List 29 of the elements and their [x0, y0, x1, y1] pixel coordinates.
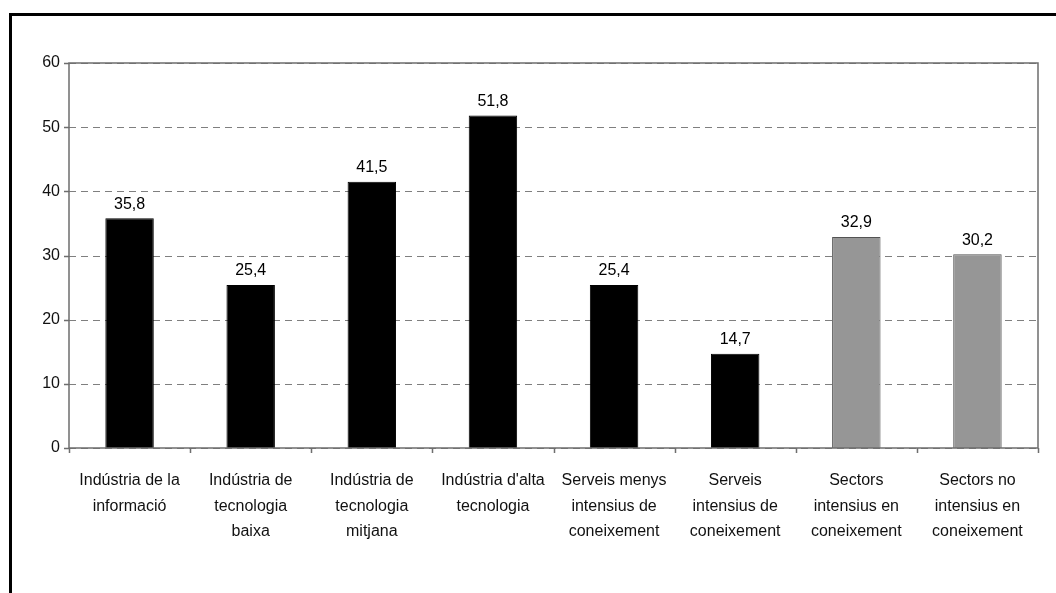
x-tick-label: Indústria de la informació [79, 471, 180, 514]
bar [105, 218, 154, 448]
x-tick-label: Serveis menys intensius de coneixement [561, 471, 667, 540]
x-tick-label: Indústria de tecnologia baixa [208, 471, 293, 540]
x-tick-label: Serveis intensius de coneixement [689, 471, 782, 540]
y-tick-label: 30 [42, 245, 61, 263]
data-label: 32,9 [840, 213, 872, 231]
x-tick-label: Indústria d'alta tecnologia [441, 471, 545, 514]
data-label: 14,7 [719, 330, 751, 348]
data-label: 51,8 [477, 92, 509, 110]
y-tick-label: 50 [42, 117, 61, 135]
x-tick-label: Sectors no intensius en coneixement [932, 471, 1024, 540]
bar [226, 285, 275, 448]
y-tick-label: 0 [51, 438, 61, 456]
data-label: 35,8 [113, 194, 146, 212]
data-label: 25,4 [235, 261, 267, 279]
y-tick-label: 10 [42, 374, 61, 392]
data-label: 30,2 [961, 230, 994, 248]
y-tick-label: 40 [42, 181, 61, 199]
x-tick-label: Sectors intensius en coneixement [810, 471, 903, 540]
bar [468, 115, 518, 448]
x-tick-label: Indústria de tecnologia mitjana [330, 471, 414, 540]
y-tick-label: 20 [42, 310, 61, 328]
bar [710, 353, 760, 448]
bar [347, 181, 397, 448]
data-label: 25,4 [598, 261, 630, 279]
data-label: 41,5 [356, 158, 388, 176]
y-tick-label: 60 [42, 53, 61, 71]
bar [589, 285, 639, 448]
